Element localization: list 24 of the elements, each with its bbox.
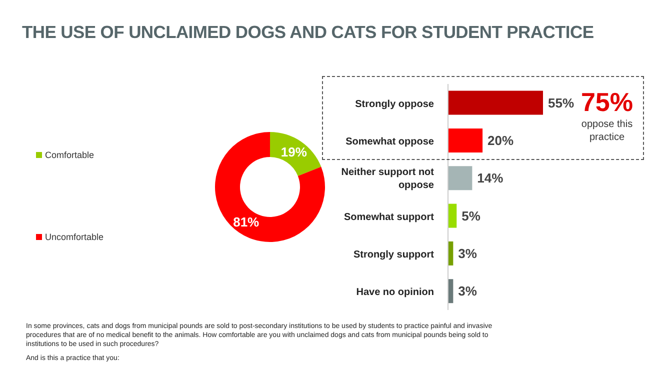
bar bbox=[448, 166, 472, 190]
data-label: 19% bbox=[280, 144, 308, 160]
bar bbox=[448, 204, 457, 228]
data-label: 3% bbox=[458, 246, 478, 262]
y-tick-label: Neither support not oppose bbox=[341, 167, 435, 192]
donut-slice bbox=[215, 132, 325, 242]
data-label: 5% bbox=[462, 208, 481, 224]
chart-title: THE USE OF UNCLAIMED DOGS AND CATS FOR STUDENT PRACTICE bbox=[22, 22, 594, 43]
data-label: 55% bbox=[548, 95, 574, 110]
data-label: 3% bbox=[458, 284, 478, 299]
text: oppose this practice bbox=[580, 118, 634, 144]
y-tick-label: Strongly oppose bbox=[355, 98, 434, 110]
text: 75% bbox=[580, 87, 634, 117]
y-tick-label: Strongly support bbox=[353, 250, 435, 260]
data-label: 20% bbox=[488, 133, 514, 148]
bar bbox=[448, 90, 543, 115]
data-label: 14% bbox=[477, 170, 504, 186]
y-tick-label: Have no opinion bbox=[356, 287, 434, 298]
y-tick-label: Somewhat oppose bbox=[346, 136, 434, 148]
y-tick-label: Somewhat support bbox=[344, 212, 435, 223]
legend-label: Uncomfortable bbox=[45, 232, 104, 242]
data-label: 81% bbox=[233, 214, 260, 230]
bar bbox=[448, 128, 483, 152]
legend-label: Comfortable bbox=[45, 150, 94, 160]
